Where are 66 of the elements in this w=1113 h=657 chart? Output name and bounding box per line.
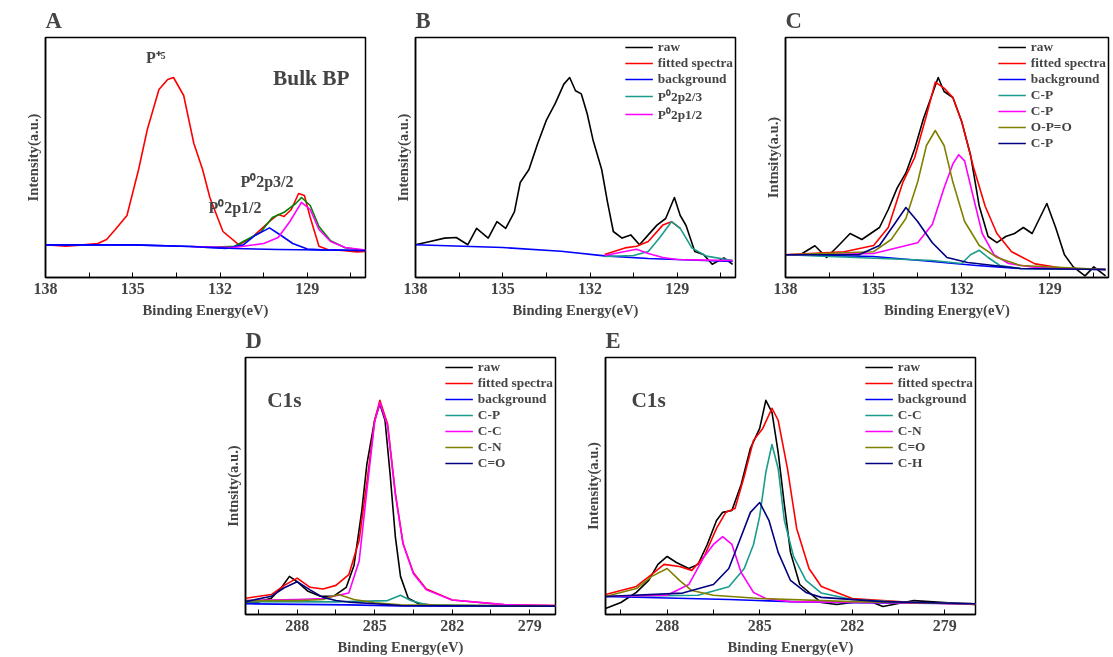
legend-label: fitted spectra	[897, 375, 973, 391]
x-axis-title: Binding Energy(eV)	[512, 301, 639, 319]
legend-label: background	[897, 391, 967, 407]
legend-label: C-P	[1030, 135, 1054, 151]
x-tick-label: 282	[840, 616, 865, 634]
legend-label: background	[657, 71, 727, 87]
legend-label: C-N	[477, 439, 502, 455]
legend-label: C-P	[1030, 103, 1054, 119]
x-tick-label: 285	[747, 616, 772, 634]
x-tick-label: 288	[655, 616, 680, 634]
y-axis-title: Intensity(a.u.)	[24, 113, 42, 202]
x-tick-label: 288	[285, 616, 310, 634]
legend-label: fitted spectra	[657, 55, 733, 71]
x-tick-label: 279	[517, 616, 542, 634]
x-tick-label: 138	[403, 279, 428, 297]
legend-label: O-P=O	[1030, 119, 1072, 135]
chart-title: E	[605, 327, 621, 353]
x-tick-label: 135	[861, 279, 886, 297]
x-axis-title: Binding Energy(eV)	[142, 301, 269, 319]
x-tick-label: 285	[362, 616, 387, 634]
annotation: P⁰2p3/2	[240, 173, 294, 192]
x-axis-title: Binding Energy(eV)	[727, 638, 854, 656]
legend-label: raw	[657, 39, 681, 55]
x-tick-label: 129	[1037, 279, 1062, 297]
x-tick-label: 132	[949, 279, 974, 297]
chart-title: C	[785, 7, 802, 33]
y-axis-title: Intensity(a.u.)	[394, 113, 412, 202]
annotation: Bulk BP	[273, 65, 350, 90]
x-axis-title: Binding Energy(eV)	[884, 301, 1011, 319]
legend-label: fitted spectra	[1030, 55, 1106, 71]
chart-title: B	[415, 7, 431, 33]
legend-label: C-C	[477, 423, 502, 439]
x-tick-label: 132	[578, 279, 603, 297]
legend-label: C-C	[897, 407, 922, 423]
legend-label: background	[1030, 71, 1100, 87]
y-axis-title: Intensity(a.u.)	[584, 441, 602, 530]
legend-label: C=O	[897, 439, 926, 455]
annotation: P⁺⁵	[145, 48, 166, 66]
x-tick-label: 138	[773, 279, 798, 297]
x-tick-label: 135	[490, 279, 515, 297]
x-tick-label: 135	[120, 279, 145, 297]
legend-label: fitted spectra	[477, 375, 553, 391]
legend-label: P⁰2p1/2	[657, 106, 703, 123]
legend-label: raw	[897, 359, 921, 375]
x-tick-label: 129	[665, 279, 690, 297]
chart-title: A	[45, 7, 63, 33]
legend-label: raw	[477, 359, 501, 375]
x-tick-label: 129	[295, 279, 320, 297]
legend-label: P⁰2p2/3	[657, 88, 703, 105]
x-tick-label: 279	[932, 616, 957, 634]
legend-label: C=O	[477, 455, 506, 471]
chart-title: D	[245, 327, 262, 353]
x-tick-label: 282	[440, 616, 465, 634]
legend-label: background	[477, 391, 547, 407]
y-axis-title: Intnsity(a.u.)	[224, 445, 242, 527]
x-tick-label: 138	[33, 279, 58, 297]
x-tick-label: 132	[208, 279, 233, 297]
legend-label: C-P	[477, 407, 501, 423]
legend-label: C-N	[897, 423, 922, 439]
annotation: C1s	[631, 388, 666, 413]
legend-label: raw	[1030, 39, 1054, 55]
x-axis-title: Binding Energy(eV)	[337, 638, 464, 656]
legend-label: C-P	[1030, 87, 1054, 103]
annotation: C1s	[267, 388, 302, 413]
y-axis-title: Intnsity(a.u.)	[764, 116, 782, 199]
legend-label: C-H	[897, 455, 923, 471]
